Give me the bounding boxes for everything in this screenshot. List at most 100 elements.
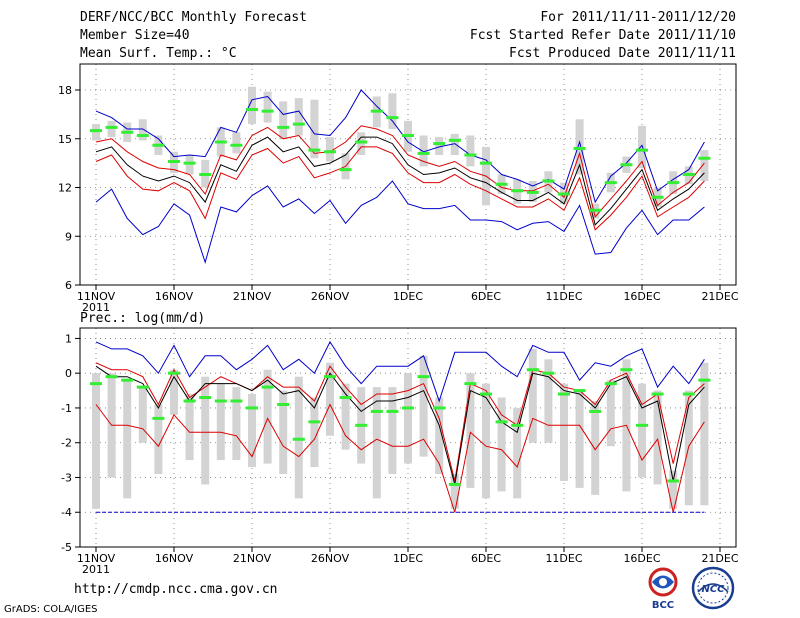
ensemble-box xyxy=(388,93,397,129)
observed-mark xyxy=(464,382,477,386)
x-tick-label: 11NOV xyxy=(77,290,116,303)
x-tick-label: 11DEC xyxy=(545,290,582,303)
ensemble-box xyxy=(326,137,334,162)
ensemble-box xyxy=(560,383,568,481)
observed-mark xyxy=(230,143,243,147)
observed-mark xyxy=(573,147,586,150)
x-tick-label: 11NOV xyxy=(77,552,116,565)
y-tick-label: 15 xyxy=(58,133,72,146)
x-tick-label: 26NOV xyxy=(311,552,350,565)
observed-mark xyxy=(370,109,383,113)
observed-mark xyxy=(558,392,570,396)
ensemble-box xyxy=(575,390,584,488)
y-tick-label: 6 xyxy=(65,279,72,292)
x-tick-label: 16NOV xyxy=(155,290,194,303)
observed-mark xyxy=(152,143,165,147)
ensemble-box xyxy=(138,119,147,141)
observed-mark xyxy=(542,371,555,375)
y-tick-label: 1 xyxy=(65,332,72,345)
observed-mark xyxy=(214,140,227,144)
observed-mark xyxy=(448,138,461,142)
ensemble-box xyxy=(669,470,678,509)
ensemble-box xyxy=(466,135,475,167)
ensemble-box xyxy=(435,137,444,155)
ensemble-box xyxy=(279,390,288,474)
ensemble-box xyxy=(388,387,397,474)
ncc-logo-text: NCC xyxy=(701,584,725,595)
ensemble-box xyxy=(341,383,350,450)
observed-mark xyxy=(136,385,149,389)
variable-label: Mean Surf. Temp.: °C xyxy=(80,46,237,61)
observed-mark xyxy=(277,402,290,406)
y-tick-label: 0 xyxy=(65,367,72,380)
observed-mark xyxy=(214,399,227,403)
x-tick-label: 21NOV xyxy=(233,552,272,565)
observed-mark xyxy=(386,116,399,120)
observed-mark xyxy=(121,130,134,134)
observed-mark xyxy=(667,479,680,483)
observed-mark xyxy=(90,382,102,386)
x-tick-label: 16DEC xyxy=(623,552,660,565)
observed-mark xyxy=(292,437,305,441)
ensemble-box xyxy=(232,132,241,154)
observed-mark xyxy=(292,122,305,126)
ensemble-box xyxy=(653,390,662,485)
x-tick-label: 6DEC xyxy=(471,552,501,565)
panel-title: Prec.: log(mm/d) xyxy=(80,311,205,326)
source-url[interactable]: http://cmdp.ncc.cma.gov.cn xyxy=(74,582,278,597)
ensemble-box xyxy=(107,120,116,138)
ensemble-box xyxy=(232,387,241,461)
observed-mark xyxy=(480,161,492,165)
mean-spread-line xyxy=(95,403,705,513)
ensemble-box xyxy=(700,150,709,181)
ensemble-box xyxy=(544,359,553,443)
ensemble-box xyxy=(357,132,366,155)
observed-mark xyxy=(448,482,461,486)
observed-mark xyxy=(370,409,383,413)
observed-mark xyxy=(604,382,617,386)
observed-mark xyxy=(620,368,633,372)
x-tick-label: 1DEC xyxy=(393,290,423,303)
x-tick-sublabel: 2011 xyxy=(82,301,110,314)
x-tick-label: 1DEC xyxy=(393,552,423,565)
x-tick-label: 21NOV xyxy=(233,290,272,303)
x-tick-label: 21DEC xyxy=(701,552,738,565)
observed-mark xyxy=(433,142,446,146)
ensemble-box xyxy=(123,380,132,499)
observed-mark xyxy=(105,375,118,379)
observed-mark xyxy=(511,189,524,193)
ensemble-mean-line xyxy=(95,136,705,226)
y-tick-label: -3 xyxy=(61,471,72,484)
ensemble-box xyxy=(372,387,381,499)
observed-mark xyxy=(355,140,368,144)
ensemble-box xyxy=(482,383,490,499)
ensemble-box xyxy=(138,387,147,443)
ensemble-max-line xyxy=(95,340,705,403)
observed-mark xyxy=(417,375,430,379)
forecast-period-label: For 2011/11/11-2011/12/20 xyxy=(540,10,736,25)
observed-mark xyxy=(402,406,414,410)
ensemble-box xyxy=(310,397,319,468)
observed-mark xyxy=(277,125,290,129)
observed-mark xyxy=(183,161,196,165)
observed-mark xyxy=(121,378,134,382)
observed-mark xyxy=(480,392,492,396)
ensemble-box xyxy=(263,369,272,464)
ensemble-box xyxy=(404,373,412,464)
observed-mark xyxy=(90,129,102,133)
ensemble-box xyxy=(575,119,584,175)
observed-mark xyxy=(651,195,664,199)
y-tick-label: 9 xyxy=(65,230,72,243)
mean-spread-line xyxy=(95,146,705,231)
observed-mark xyxy=(636,148,648,152)
ensemble-box xyxy=(92,373,100,509)
ensemble-box xyxy=(435,397,444,474)
x-tick-label: 26NOV xyxy=(311,290,350,303)
observed-mark xyxy=(589,409,602,413)
y-tick-label: -5 xyxy=(61,541,72,554)
observed-mark xyxy=(526,368,539,372)
observed-mark xyxy=(246,108,258,111)
ensemble-box xyxy=(279,101,288,139)
y-tick-label: 12 xyxy=(58,182,72,195)
